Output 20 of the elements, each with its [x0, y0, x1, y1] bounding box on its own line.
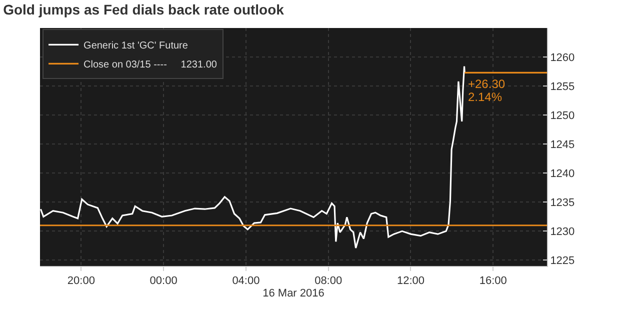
y-tick-label: 1225	[550, 255, 575, 268]
y-tick-label: 1250	[550, 110, 575, 122]
y-tick-label: 1240	[550, 168, 575, 180]
chart-title: Gold jumps as Fed dials back rate outlook	[3, 2, 284, 18]
y-tick-label: 1235	[550, 197, 575, 209]
legend-label: Generic 1st 'GC' Future	[84, 40, 188, 52]
x-tick-label: 04:00	[232, 275, 260, 288]
annotation: +26.30	[468, 77, 506, 91]
y-tick-label: 1260	[550, 52, 575, 64]
x-tick-label: 08:00	[314, 275, 342, 288]
y-tick-label: 1245	[550, 138, 575, 151]
annotation: 2.14%	[468, 90, 502, 104]
x-tick-label: 00:00	[150, 275, 178, 288]
x-axis-title: 16 Mar 2016	[262, 287, 324, 300]
x-tick-label: 12:00	[396, 275, 424, 288]
x-tick-label: 20:00	[67, 275, 95, 288]
x-tick-label: 16:00	[479, 275, 507, 288]
y-tick-label: 1255	[550, 80, 575, 93]
y-tick-label: 1230	[550, 226, 575, 238]
legend-label: Close on 03/15 ---- 1231.00	[84, 60, 218, 71]
